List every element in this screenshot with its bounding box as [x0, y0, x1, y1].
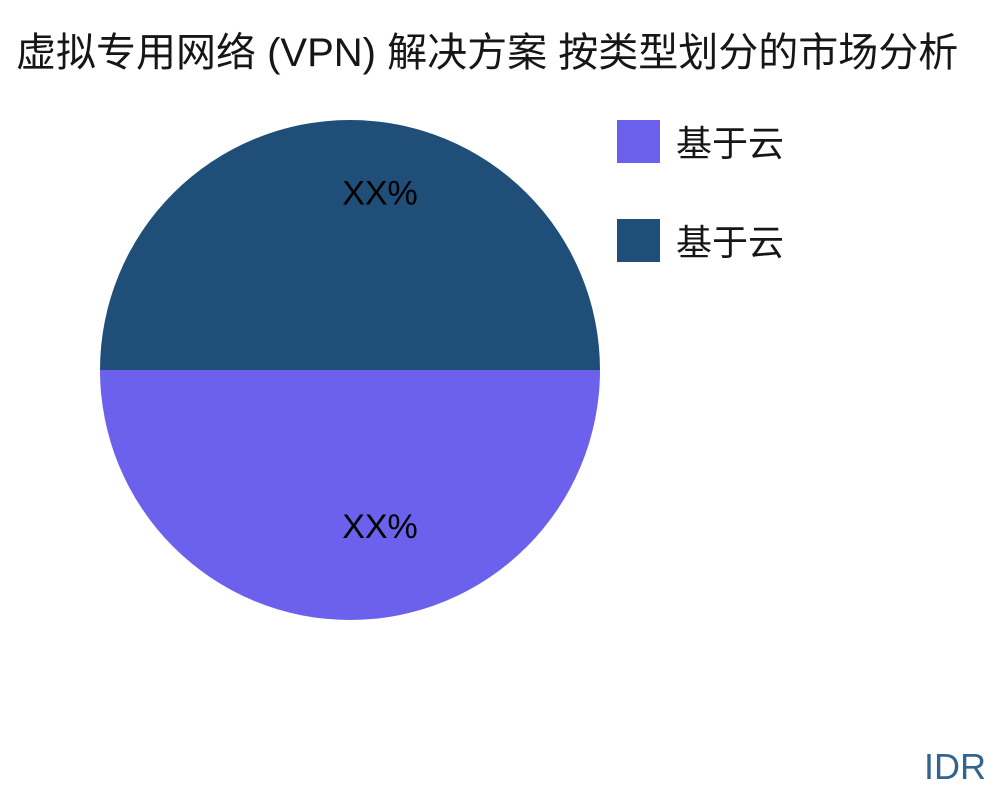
- watermark-idr: IDR: [924, 746, 986, 787]
- pie-slice-label-1: XX%: [342, 174, 418, 212]
- legend-swatch-navy: [617, 218, 660, 262]
- pie-slice-1: [100, 120, 600, 370]
- chart-title: 虚拟专用网络 (VPN) 解决方案 按类型划分的市场分析: [16, 31, 959, 75]
- legend-item: 基于云: [617, 218, 784, 263]
- pie-slice-label-0: XX%: [342, 508, 418, 546]
- legend-label: 基于云: [676, 222, 785, 263]
- legend-label: 基于云: [676, 123, 785, 164]
- legend: 基于云 基于云: [617, 119, 784, 317]
- legend-item: 基于云: [617, 119, 784, 164]
- legend-swatch-purple: [617, 119, 660, 163]
- pie-slice-0: [100, 370, 600, 620]
